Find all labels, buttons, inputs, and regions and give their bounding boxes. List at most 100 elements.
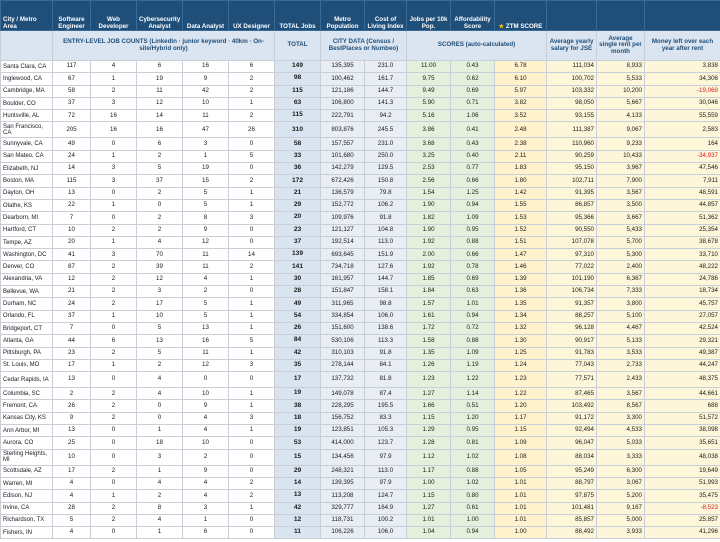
affordability-cell[interactable]: 0.66 [450,174,495,188]
metro-population-cell[interactable]: 100,462 [320,72,365,86]
ztm-score-cell[interactable]: 5.97 [494,84,547,98]
money-left-cell[interactable]: 44,857 [644,198,720,213]
cybersecurity-cell[interactable]: 3 [136,285,183,299]
software-engineer-cell[interactable]: 20 [52,235,91,250]
cost-of-living-cell[interactable]: 123.7 [364,436,407,450]
web-developer-cell[interactable]: 4 [90,59,137,74]
web-developer-cell[interactable]: 1 [90,309,137,323]
affordability-cell[interactable]: 0.71 [450,96,495,111]
data-analyst-cell[interactable]: 5 [182,186,229,200]
city-cell[interactable]: San Mateo, CA [0,149,53,164]
total-jobs-cell[interactable]: 12 [274,513,321,528]
money-left-cell[interactable]: 44,247 [644,358,720,373]
jobs-per-10k-cell[interactable]: 2.56 [406,174,451,188]
ux-designer-cell[interactable]: 0 [228,235,275,250]
jobs-per-10k-cell[interactable]: 2.53 [406,162,451,176]
web-developer-cell[interactable]: 0 [90,424,137,438]
jobs-per-10k-cell[interactable]: 1.27 [406,501,451,515]
avg-salary-cell[interactable]: 103,332 [546,84,597,98]
affordability-cell[interactable]: 0.88 [450,464,495,478]
metro-population-cell[interactable]: 414,000 [320,436,365,450]
software-engineer-cell[interactable]: 13 [52,186,91,200]
cost-of-living-cell[interactable]: 97.9 [364,476,407,491]
money-left-cell[interactable]: 48,375 [644,371,720,389]
data-analyst-cell[interactable]: 5 [182,309,229,323]
header-cybersecurity-analyst[interactable]: Cybersecurity Analyst [136,0,183,31]
city-cell[interactable]: Scottsdale, AZ [0,464,53,478]
web-developer-cell[interactable]: 0 [90,137,137,151]
total-jobs-cell[interactable]: 33 [274,149,321,164]
city-cell[interactable]: Aurora, CO [0,436,53,450]
total-jobs-cell[interactable]: 28 [274,285,321,299]
data-analyst-cell[interactable]: 10 [182,96,229,111]
ztm-score-cell[interactable]: 2.11 [494,149,547,164]
money-left-cell[interactable]: 38,678 [644,235,720,250]
header-blank-1[interactable] [546,0,597,31]
money-left-cell[interactable]: 48,591 [644,186,720,200]
ux-designer-cell[interactable]: 1 [228,272,275,287]
data-analyst-cell[interactable]: 2 [182,285,229,299]
jobs-per-10k-cell[interactable]: 1.84 [406,285,451,299]
total-jobs-cell[interactable]: 141 [274,260,321,274]
web-developer-cell[interactable]: 16 [90,121,137,139]
cybersecurity-cell[interactable]: 39 [136,260,183,274]
jobs-per-10k-cell[interactable]: 1.61 [406,309,451,323]
data-analyst-cell[interactable]: 10 [182,387,229,401]
data-analyst-cell[interactable]: 5 [182,297,229,311]
money-left-cell[interactable]: 51,572 [644,411,720,426]
cost-of-living-cell[interactable]: 158.1 [364,285,407,299]
data-analyst-cell[interactable]: 9 [182,72,229,86]
cost-of-living-cell[interactable]: 195.5 [364,399,407,413]
software-engineer-cell[interactable]: 67 [52,72,91,86]
cost-of-living-cell[interactable]: 113.0 [364,235,407,250]
ux-designer-cell[interactable]: 1 [228,321,275,336]
jobs-per-10k-cell[interactable]: 5.16 [406,109,451,123]
ztm-score-cell[interactable]: 1.39 [494,272,547,287]
ux-designer-cell[interactable]: 3 [228,358,275,373]
jobs-per-10k-cell[interactable]: 1.04 [406,526,451,540]
ztm-score-cell[interactable]: 1.20 [494,399,547,413]
total-jobs-cell[interactable]: 23 [274,223,321,237]
avg-salary-cell[interactable]: 77,043 [546,358,597,373]
total-jobs-cell[interactable]: 13 [274,489,321,503]
city-cell[interactable]: Denver, CO [0,260,53,274]
software-engineer-cell[interactable]: 87 [52,260,91,274]
total-jobs-cell[interactable]: 36 [274,162,321,176]
avg-salary-cell[interactable]: 97,875 [546,489,597,503]
money-left-cell[interactable]: 55,559 [644,109,720,123]
software-engineer-cell[interactable]: 21 [52,285,91,299]
software-engineer-cell[interactable]: 41 [52,248,91,262]
metro-population-cell[interactable]: 149,078 [320,387,365,401]
metro-population-cell[interactable]: 139,395 [320,476,365,491]
web-developer-cell[interactable]: 1 [90,198,137,213]
data-analyst-cell[interactable]: 11 [182,260,229,274]
ux-designer-cell[interactable]: 3 [228,411,275,426]
avg-rent-cell[interactable]: 7,333 [596,285,645,299]
avg-rent-cell[interactable]: 5,100 [596,309,645,323]
affordability-cell[interactable]: 1.22 [450,371,495,389]
data-analyst-cell[interactable]: 42 [182,84,229,98]
ux-designer-cell[interactable]: 1 [228,387,275,401]
city-cell[interactable]: Irvine, CA [0,501,53,515]
ztm-score-cell[interactable]: 1.32 [494,321,547,336]
total-jobs-cell[interactable]: 42 [274,346,321,360]
cost-of-living-cell[interactable]: 106.2 [364,198,407,213]
software-engineer-cell[interactable]: 49 [52,137,91,151]
software-engineer-cell[interactable]: 5 [52,513,91,528]
cybersecurity-cell[interactable]: 0 [136,399,183,413]
money-left-cell[interactable]: 48,038 [644,448,720,466]
city-cell[interactable]: Ann Arbor, MI [0,424,53,438]
ztm-score-cell[interactable]: 1.08 [494,448,547,466]
web-developer-cell[interactable]: 3 [90,96,137,111]
metro-population-cell[interactable]: 161,957 [320,272,365,287]
avg-salary-cell[interactable]: 97,310 [546,248,597,262]
total-jobs-cell[interactable]: 17 [274,371,321,389]
header-software-engineer[interactable]: Software Engineer [52,0,91,31]
jobs-per-10k-cell[interactable]: 9.49 [406,84,451,98]
header-cost-of-living[interactable]: Cost of Living Index [364,0,407,31]
total-jobs-cell[interactable]: 11 [274,526,321,540]
city-cell[interactable]: Elizabeth, NJ [0,162,53,176]
software-engineer-cell[interactable]: 17 [52,464,91,478]
subheader-scores[interactable]: SCORES (auto-calculated) [406,30,547,61]
cost-of-living-cell[interactable]: 84.1 [364,358,407,373]
